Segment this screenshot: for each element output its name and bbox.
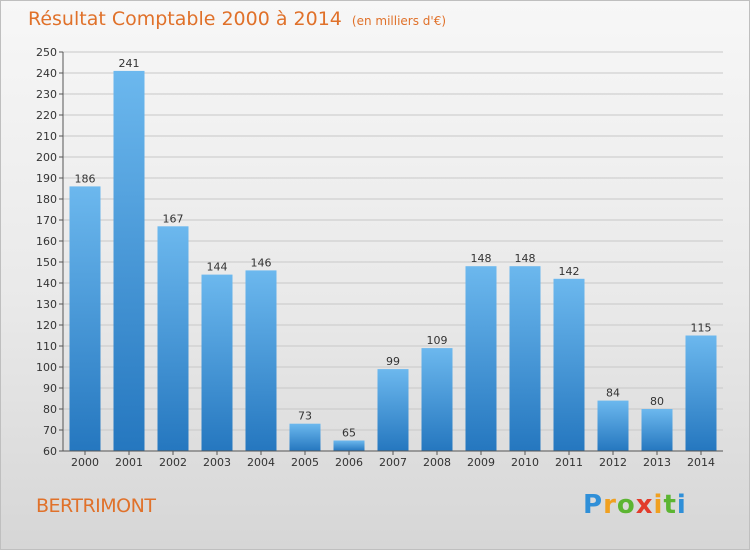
logo-letter: i [676, 490, 687, 520]
chart-title: Résultat Comptable 2000 à 2014 (en millie… [28, 8, 446, 30]
y-tick-label: 90 [43, 382, 57, 395]
logo-letter: x [635, 490, 654, 520]
x-tick-label: 2008 [423, 456, 451, 469]
x-tick-label: 2000 [71, 456, 99, 469]
data-label-2013: 80 [650, 395, 664, 408]
x-tick-label: 2005 [291, 456, 319, 469]
x-tick-label: 2009 [467, 456, 495, 469]
bar-2004 [245, 270, 277, 451]
bars [69, 70, 717, 452]
y-tick-label: 160 [36, 235, 57, 248]
commune-name: BERTRIMONT [36, 495, 156, 517]
bar-2011 [553, 278, 585, 451]
x-tick-label: 2012 [599, 456, 627, 469]
data-label-2010: 148 [515, 252, 536, 265]
x-tick-label: 2001 [115, 456, 143, 469]
bar-2009 [465, 266, 497, 451]
x-tick-label: 2003 [203, 456, 231, 469]
bar-2007 [377, 369, 409, 451]
x-tick-label: 2007 [379, 456, 407, 469]
bar-2005 [289, 423, 321, 451]
bar-2006 [333, 440, 365, 451]
bar-2008 [421, 348, 453, 451]
data-label-2004: 146 [251, 256, 272, 269]
data-label-2001: 241 [119, 57, 140, 70]
logo-letter: o [616, 490, 636, 520]
data-label-2006: 65 [342, 427, 356, 440]
y-tick-label: 200 [36, 151, 57, 164]
logo-letter: P [583, 490, 604, 520]
y-tick-label: 60 [43, 445, 57, 458]
y-tick-label: 190 [36, 172, 57, 185]
bar-2001 [113, 70, 145, 452]
y-tick-label: 150 [36, 256, 57, 269]
proxiti-logo[interactable]: Proxiti [583, 490, 687, 520]
x-tick-label: 2006 [335, 456, 363, 469]
y-tick-label: 250 [36, 46, 57, 59]
bar-2013 [641, 409, 673, 451]
data-label-2011: 142 [559, 265, 580, 278]
y-tick-label: 80 [43, 403, 57, 416]
y-tick-label: 180 [36, 193, 57, 206]
x-tick-label: 2004 [247, 456, 275, 469]
data-label-2005: 73 [298, 410, 312, 423]
y-tick-label: 170 [36, 214, 57, 227]
y-tick-label: 100 [36, 361, 57, 374]
y-tick-label: 240 [36, 67, 57, 80]
y-tick-label: 130 [36, 298, 57, 311]
chart-subtitle: (en milliers d'€) [351, 14, 447, 28]
data-label-2014: 115 [691, 322, 712, 335]
logo-letter: t [663, 490, 677, 520]
chart-title-text: Résultat Comptable 2000 à 2014 [28, 8, 342, 30]
data-label-2009: 148 [471, 252, 492, 265]
logo-letter: i [653, 490, 664, 520]
data-label-2012: 84 [606, 387, 620, 400]
y-tick-label: 210 [36, 130, 57, 143]
bar-2012 [597, 400, 629, 451]
axes: 60 70 80 90 100 110 120 130 140 150 160 170 180 190 20… [36, 46, 723, 469]
logo-letter: r [603, 490, 617, 520]
data-label-2007: 99 [386, 355, 400, 368]
bar-2010 [509, 266, 541, 451]
data-labels: 186 241 167 144 146 73 65 99 109 148 148 142 84 80 115 [75, 57, 712, 440]
y-tick-label: 120 [36, 319, 57, 332]
y-tick-label: 220 [36, 109, 57, 122]
bar-2002 [157, 226, 189, 451]
y-tick-label: 110 [36, 340, 57, 353]
x-tick-label: 2014 [687, 456, 715, 469]
bar-2014 [685, 335, 717, 451]
y-tick-label: 140 [36, 277, 57, 290]
x-tick-label: 2013 [643, 456, 671, 469]
data-label-2002: 167 [163, 212, 184, 225]
y-tick-label: 230 [36, 88, 57, 101]
data-label-2003: 144 [207, 261, 228, 274]
x-tick-label: 2010 [511, 456, 539, 469]
y-tick-label: 70 [43, 424, 57, 437]
x-tick-label: 2002 [159, 456, 187, 469]
bar-2003 [201, 274, 233, 451]
data-label-2008: 109 [427, 334, 448, 347]
x-tick-label: 2011 [555, 456, 583, 469]
bar-2000 [69, 186, 101, 451]
data-label-2000: 186 [75, 172, 96, 185]
